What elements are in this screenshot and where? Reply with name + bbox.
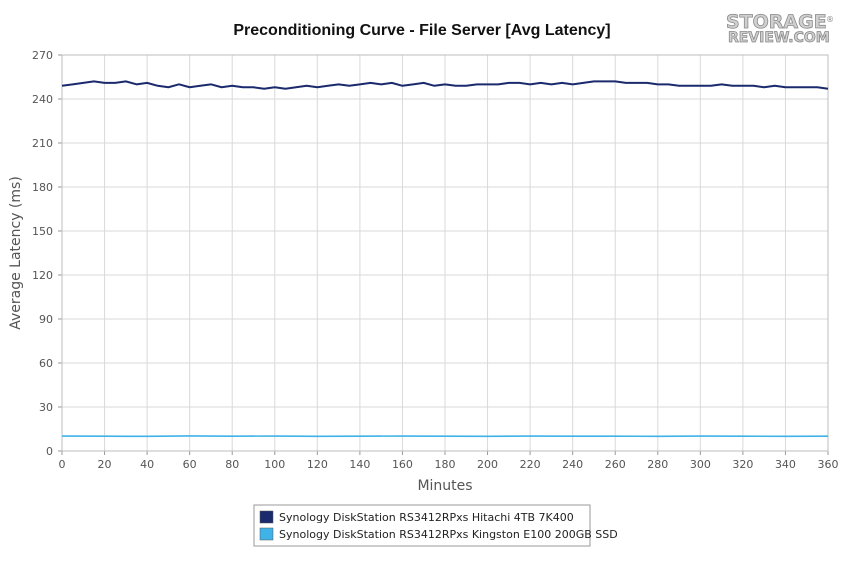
legend-box — [253, 504, 591, 547]
x-tick-label-80: 80 — [225, 458, 239, 471]
y-axis-title: Average Latency (ms) — [8, 176, 24, 330]
x-tick-label-260: 260 — [605, 458, 626, 471]
x-axis-title: Minutes — [417, 478, 472, 494]
chart-title: Preconditioning Curve - File Server [Avg… — [233, 22, 610, 39]
y-tick-label-90: 90 — [39, 313, 53, 326]
logo-line-1: STORAGE — [726, 11, 827, 33]
x-tick-label-320: 320 — [732, 458, 753, 471]
axes: 0 20 40 60 80 100 120 140 160 180 200 220 240 260 280 3… — [32, 49, 839, 471]
legend-swatch-hitachi — [259, 510, 274, 524]
x-tick-label-40: 40 — [140, 458, 154, 471]
y-tick-label-210: 210 — [32, 137, 53, 150]
legend-label-hitachi: Synology DiskStation RS3412RPxs Hitachi … — [279, 511, 574, 524]
y-tick-label-30: 30 — [39, 401, 53, 414]
series-line-0 — [61, 80, 829, 90]
x-tick-label-100: 100 — [264, 458, 285, 471]
x-tick-label-20: 20 — [98, 458, 112, 471]
y-tick-label-120: 120 — [32, 269, 53, 282]
y-tick-label-60: 60 — [39, 357, 53, 370]
y-tick-label-270: 270 — [32, 49, 53, 62]
plot-border — [61, 54, 829, 452]
x-tick-label-180: 180 — [435, 458, 456, 471]
x-tick-label-200: 200 — [477, 458, 498, 471]
legend-item-hitachi: Synology DiskStation RS3412RPxs Hitachi … — [259, 510, 574, 524]
x-tick-label-140: 140 — [349, 458, 370, 471]
x-tick-label-280: 280 — [647, 458, 668, 471]
x-tick-label-0: 0 — [59, 458, 66, 471]
y-tick-label-150: 150 — [32, 225, 53, 238]
x-tick-label-300: 300 — [690, 458, 711, 471]
legend-label-kingston: Synology DiskStation RS3412RPxs Kingston… — [279, 528, 618, 541]
x-tick-label-220: 220 — [520, 458, 541, 471]
y-tick-label-0: 0 — [46, 445, 53, 458]
logo-registered-mark: ® — [826, 15, 834, 24]
x-tick-label-160: 160 — [392, 458, 413, 471]
y-tick-label-180: 180 — [32, 181, 53, 194]
legend: Synology DiskStation RS3412RPxs Hitachi … — [253, 504, 618, 547]
x-tick-label-120: 120 — [307, 458, 328, 471]
legend-swatch-kingston — [259, 527, 274, 541]
x-tick-label-240: 240 — [562, 458, 583, 471]
legend-item-kingston: Synology DiskStation RS3412RPxs Kingston… — [259, 527, 618, 541]
storagereview-logo: STORAGE REVIEW.COM ® — [726, 11, 834, 47]
x-tick-label-340: 340 — [775, 458, 796, 471]
series-layer — [61, 80, 829, 438]
x-tick-label-360: 360 — [818, 458, 839, 471]
logo-line-2: REVIEW.COM — [728, 30, 830, 46]
y-tick-label-240: 240 — [32, 93, 53, 106]
x-tick-label-60: 60 — [183, 458, 197, 471]
